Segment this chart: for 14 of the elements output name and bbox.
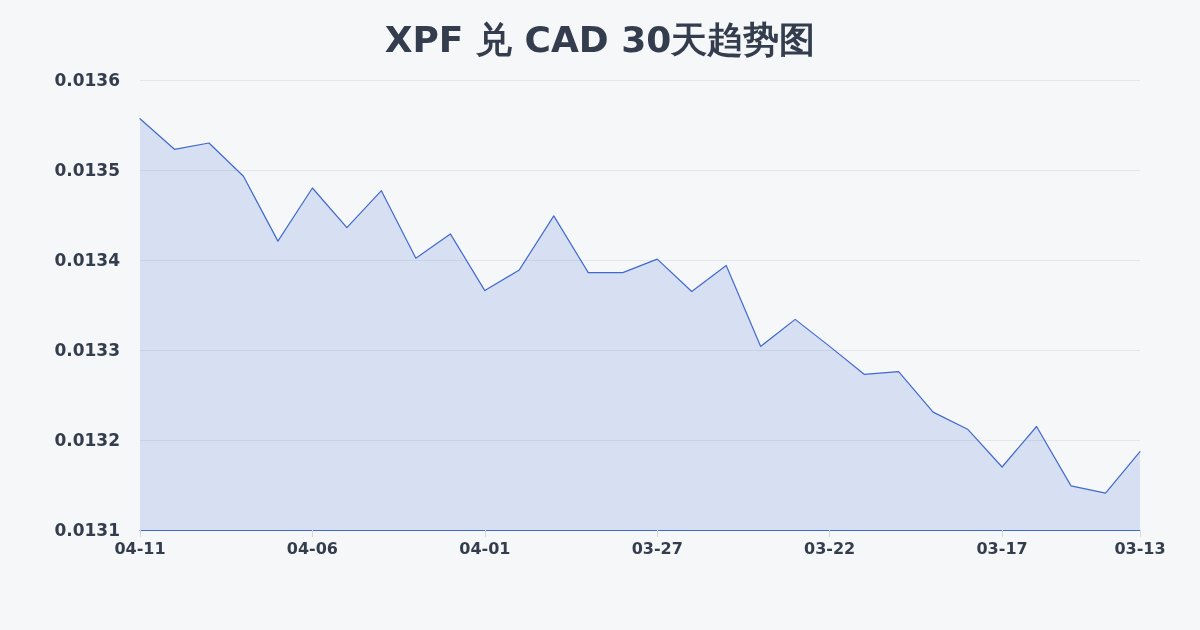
x-tick-label: 03-22 [804, 538, 856, 558]
y-tick-label: 0.0135 [54, 160, 120, 180]
x-tick-label: 03-27 [631, 538, 683, 558]
chart-title: XPF 兑 CAD 30天趋势图 [384, 18, 816, 60]
x-tick-label: 04-01 [459, 538, 511, 558]
y-tick-label: 0.0134 [54, 250, 121, 270]
x-tick-label: 04-11 [114, 538, 166, 558]
x-tick-label: 03-13 [1114, 538, 1166, 558]
y-tick-label: 0.0136 [54, 70, 120, 90]
y-tick-label: 0.0133 [54, 340, 120, 360]
y-tick-label: 0.0131 [54, 520, 120, 540]
x-tick-label: 04-06 [286, 538, 338, 558]
x-tick-label: 03-17 [976, 538, 1028, 558]
y-tick-label: 0.0132 [54, 430, 120, 450]
